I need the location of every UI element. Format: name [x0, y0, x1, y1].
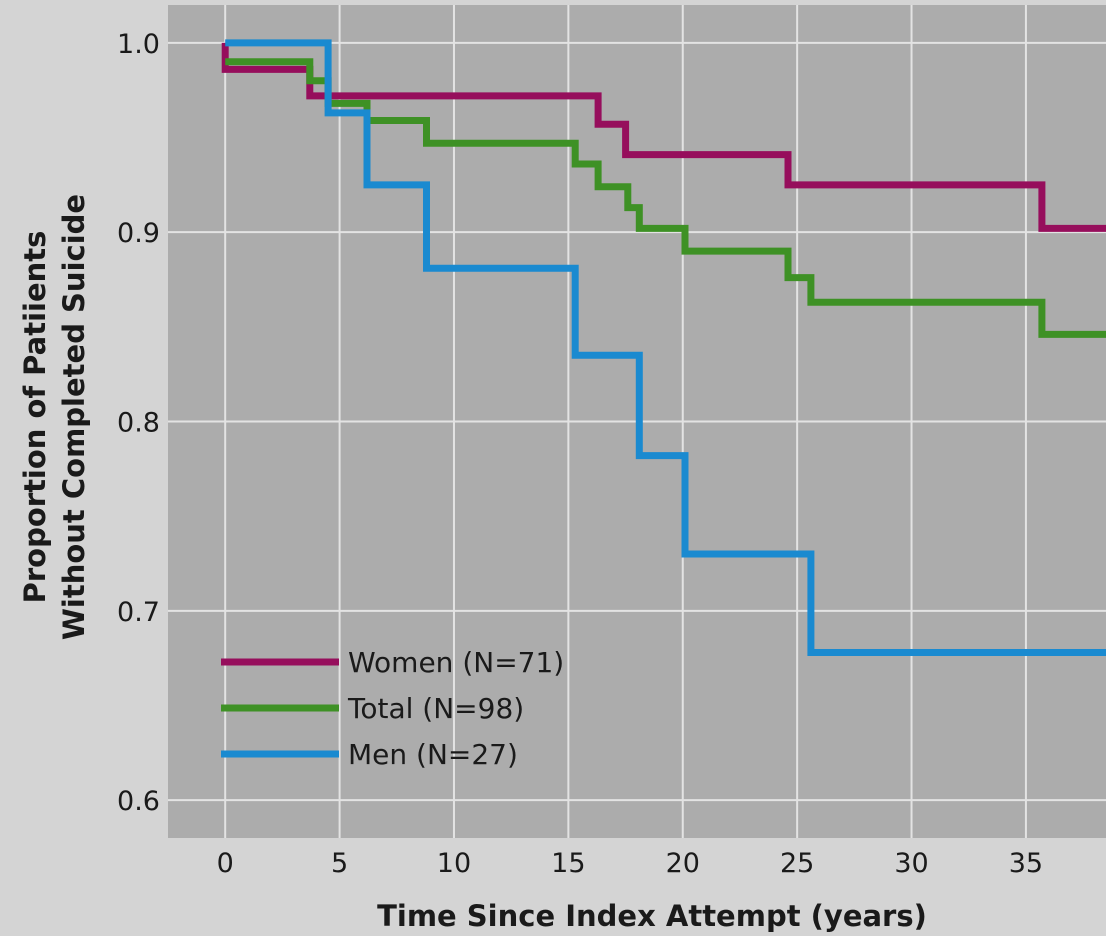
series-line-2	[225, 58, 1106, 338]
x-tick-label: 10	[437, 848, 471, 879]
x-tick-label: 0	[217, 848, 234, 879]
series-lines	[221, 39, 1106, 656]
legend-label-2: Total (N=98)	[347, 692, 524, 725]
x-tick-label: 25	[780, 848, 814, 879]
legend: Women (N=71) Total (N=98) Men (N=27)	[221, 646, 564, 771]
y-tick-label: 0.9	[117, 218, 160, 249]
tick-labels: 0 5 10 15 20 25 30 35 0.6 0.7 0.8 0.9 1.0	[117, 29, 1043, 879]
x-tick-label: 20	[666, 848, 700, 879]
y-tick-label: 0.7	[117, 597, 160, 628]
x-tick-label: 30	[894, 848, 928, 879]
y-tick-label: 1.0	[117, 29, 160, 60]
y-axis-title: Proportion of Patiients Without Complete…	[18, 194, 91, 640]
y-axis-title-line-1: Proportion of Patiients	[18, 231, 52, 604]
x-tick-label: 35	[1009, 848, 1043, 879]
legend-label-3: Men (N=27)	[348, 738, 518, 771]
y-tick-label: 0.6	[117, 786, 160, 817]
y-tick-label: 0.8	[117, 408, 160, 439]
series-line-3	[225, 39, 1106, 656]
x-tick-label: 5	[331, 848, 348, 879]
y-axis-title-line-2: Without Completed Suicide	[57, 194, 91, 640]
x-tick-label: 15	[551, 848, 585, 879]
x-axis-title: Time Since Index Attempt (years)	[377, 899, 927, 933]
legend-label-1: Women (N=71)	[348, 646, 564, 679]
